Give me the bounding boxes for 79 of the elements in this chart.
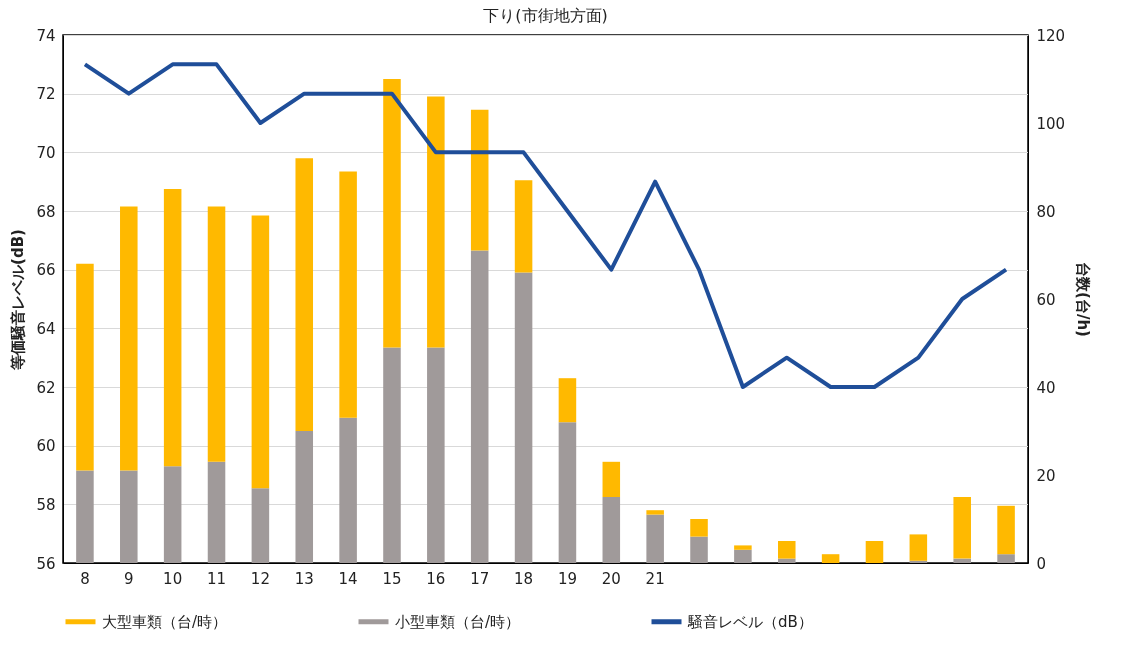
bar: [339, 417, 357, 563]
x-tick-label: 20: [601, 569, 621, 588]
y2-tick-label: 120: [1036, 26, 1066, 45]
y-tick-label: 66: [36, 261, 56, 280]
x-tick-label: 10: [163, 569, 183, 588]
x-tick-label: 14: [338, 569, 358, 588]
bar: [251, 215, 270, 489]
bar: [602, 497, 621, 563]
y2-tick-label: 60: [1036, 290, 1056, 309]
y-tick-label: 62: [36, 378, 56, 397]
x-tick-label: 9: [124, 569, 134, 588]
bar: [602, 461, 621, 497]
bar: [163, 189, 182, 467]
x-tick-label: 12: [250, 569, 270, 588]
bar: [295, 431, 314, 563]
y2-tick-label: 100: [1036, 114, 1066, 133]
legend-label: 騒音レベル（dB）: [687, 612, 813, 631]
bar: [690, 519, 708, 537]
bar: [777, 558, 796, 563]
bar: [470, 109, 489, 251]
y2-tick-label: 20: [1036, 466, 1056, 485]
x-tick-label: 18: [514, 569, 534, 588]
y-tick-label: 64: [36, 319, 56, 338]
bar: [76, 470, 94, 563]
bar: [514, 272, 533, 563]
bar: [558, 422, 577, 563]
bar: [470, 250, 489, 563]
bar: [734, 549, 752, 563]
bar: [690, 536, 708, 563]
x-tick-label: 19: [557, 569, 577, 588]
legend-label: 小型車類（台/時）: [395, 612, 521, 631]
bar: [339, 171, 357, 418]
y-axis-title: 等価騒音レベル(dB): [9, 229, 28, 371]
y-tick-label: 58: [36, 495, 56, 514]
bar: [909, 534, 928, 561]
x-tick-label: 15: [382, 569, 402, 588]
y-tick-label: 74: [36, 26, 56, 45]
bar: [953, 497, 971, 559]
y-tick-label: 68: [36, 202, 56, 221]
bar: [997, 554, 1015, 563]
x-tick-label: 8: [80, 569, 90, 588]
bar: [997, 505, 1015, 555]
bar: [646, 514, 664, 563]
x-tick-label: 21: [645, 569, 665, 588]
y2-tick-label: 0: [1036, 554, 1047, 573]
bar: [120, 470, 138, 563]
line-series: [82, 62, 1009, 389]
bar: [383, 347, 401, 563]
x-tick-label: 16: [426, 569, 446, 588]
bar: [427, 347, 445, 563]
legend-label: 大型車類（台/時）: [102, 612, 228, 631]
bar: [646, 510, 664, 515]
bar: [558, 378, 577, 423]
chart-title: 下り(市街地方面): [483, 6, 608, 25]
bar: [120, 206, 138, 471]
bar: [734, 545, 752, 550]
y2-axis-title: 台数(台/h): [1074, 262, 1093, 337]
y-tick-label: 56: [36, 554, 56, 573]
bar: [777, 541, 796, 559]
bar: [427, 96, 445, 348]
y2-tick-label: 80: [1036, 202, 1056, 221]
bar: [295, 158, 314, 431]
bar: [383, 79, 401, 348]
bar: [163, 466, 182, 563]
bar: [953, 558, 971, 563]
x-tick-label: 13: [294, 569, 314, 588]
x-tick-label: 17: [470, 569, 490, 588]
bar: [207, 206, 226, 462]
bar: [76, 263, 94, 471]
y-tick-label: 60: [36, 437, 56, 456]
bar: [821, 554, 840, 563]
y-tick-label: 70: [36, 143, 56, 162]
y2-tick-label: 40: [1036, 378, 1056, 397]
bar: [865, 541, 884, 563]
x-tick-label: 11: [206, 569, 227, 588]
bar: [207, 461, 226, 563]
y-tick-label: 72: [36, 85, 56, 104]
bar: [514, 180, 533, 273]
bar: [251, 488, 270, 563]
